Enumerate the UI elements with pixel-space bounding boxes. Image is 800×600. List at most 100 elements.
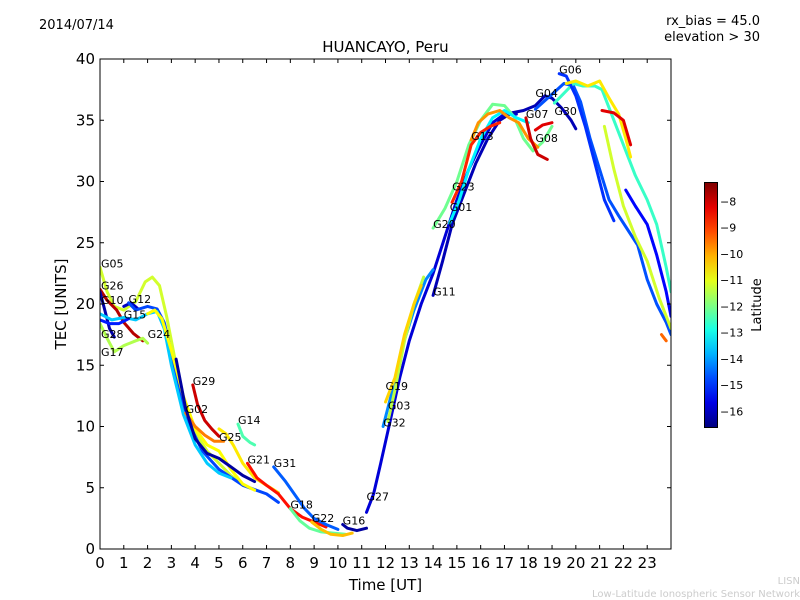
satellite-label: G20 (433, 218, 456, 231)
satellite-label: G28 (101, 328, 124, 341)
series-line-g16 (341, 523, 368, 533)
satellite-label: G10 (101, 294, 124, 307)
y-axis-label: TEC [UNITS] (52, 259, 70, 351)
satellite-label: G30 (554, 105, 577, 118)
series-line-g29 (191, 383, 221, 438)
satellite-label: G23 (452, 180, 475, 193)
x-tick-label: 17 (495, 554, 514, 572)
x-tick-label: 11 (352, 554, 371, 572)
x-tick-label: 3 (167, 554, 177, 572)
series-line-g10 (100, 290, 116, 339)
series-line-g05 (100, 265, 252, 490)
satellite-label: G26 (101, 279, 124, 292)
x-tick-label: 9 (309, 554, 319, 572)
series-line-g17 (100, 317, 131, 326)
footer-org-short: LISN (777, 576, 800, 587)
x-tick-label: 15 (447, 554, 466, 572)
satellite-label: G18 (290, 499, 313, 512)
x-tick-label: 7 (262, 554, 272, 572)
y-tick-label: 30 (76, 173, 95, 191)
satellite-label: G14 (238, 414, 261, 427)
y-tick-label: 15 (76, 356, 95, 374)
series-line-track-36 (602, 124, 671, 330)
series-line-g07 (524, 116, 549, 161)
x-tick-label: 0 (95, 554, 105, 572)
x-tick-label: 12 (376, 554, 395, 572)
x-tick-label: 5 (214, 554, 224, 572)
series-line-g31 (272, 465, 340, 531)
x-tick-label: 13 (400, 554, 419, 572)
satellite-label: G15 (124, 308, 147, 321)
series-line-g26 (100, 287, 145, 343)
series-group (100, 72, 671, 537)
satellite-label: G04 (535, 87, 558, 100)
colorbar-tick-label: −15 (720, 379, 743, 392)
satellite-label: G19 (386, 380, 409, 393)
footer-org-full: Low-Latitude Ionospheric Sensor Network (592, 589, 800, 600)
y-tick-label: 10 (76, 418, 95, 436)
series-line-g15 (122, 301, 140, 311)
satellite-label: G17 (101, 346, 124, 359)
satellite-label: G08 (535, 132, 558, 145)
chart-title: HUANCAYO, Peru (322, 38, 449, 56)
series-line-g08 (533, 121, 554, 132)
satellite-label: G07 (526, 108, 549, 121)
colorbar-tick-label: −16 (720, 405, 743, 418)
satellite-label: G06 (559, 64, 582, 77)
x-tick-label: 10 (328, 554, 347, 572)
satellite-label: G27 (366, 490, 389, 503)
series-line-track-34 (600, 109, 633, 147)
series-line-g27 (365, 112, 518, 514)
satellite-label: G31 (274, 457, 297, 470)
series-line-g06 (557, 72, 616, 223)
colorbar-tick-label: −13 (720, 327, 743, 340)
x-tick-label: 20 (566, 554, 585, 572)
satellite-label: G13 (471, 130, 494, 143)
satellite-label: G05 (101, 257, 124, 270)
x-tick-label: 18 (519, 554, 538, 572)
y-tick-label: 0 (85, 540, 95, 558)
x-tick-label: 14 (424, 554, 443, 572)
x-tick-label: 2 (143, 554, 153, 572)
satellite-label: G21 (248, 453, 271, 466)
satellite-label: G03 (388, 400, 411, 413)
y-tick-label: 5 (85, 479, 95, 497)
x-axis-label: Time [UT] (348, 576, 422, 594)
x-tick-label: 22 (614, 554, 633, 572)
date-label: 2014/07/14 (39, 18, 114, 33)
rx-bias-label: rx_bias = 45.0 (666, 14, 760, 29)
series-line-g30 (552, 82, 671, 294)
series-line-g23 (450, 121, 502, 204)
y-tick-label: 25 (76, 234, 95, 252)
satellite-label: G22 (312, 512, 335, 525)
satellite-label: G12 (129, 293, 152, 306)
x-tick-label: 19 (542, 554, 561, 572)
satellite-label: G24 (148, 328, 171, 341)
x-tick-label: 8 (286, 554, 296, 572)
colorbar-tick-label: −11 (720, 274, 743, 287)
series-line-g04 (533, 82, 671, 337)
series-line-track-33 (564, 79, 633, 159)
y-tick-label: 20 (76, 295, 95, 313)
x-tick-label: 21 (590, 554, 609, 572)
y-tick-label: 35 (76, 111, 95, 129)
series-line-track-11 (174, 357, 257, 484)
series-line-g24 (146, 308, 257, 492)
x-tick-label: 16 (471, 554, 490, 572)
satellite-label: G29 (193, 375, 216, 388)
colorbar-tick-label: −10 (720, 248, 743, 261)
elevation-label: elevation > 30 (664, 30, 760, 45)
colorbar-tick-label: −9 (720, 222, 736, 235)
series-line-g14 (236, 422, 257, 447)
latitude-colorbar (704, 182, 718, 428)
series-line-g22 (310, 520, 354, 537)
satellite-label: G25 (219, 431, 242, 444)
settings-label: rx_bias = 45.0 elevation > 30 (664, 14, 760, 46)
x-tick-label: 6 (238, 554, 248, 572)
series-line-track-7 (100, 322, 150, 354)
satellite-label: G16 (343, 515, 366, 528)
series-line-g02 (184, 411, 226, 443)
satellite-label: G02 (186, 403, 209, 416)
x-tick-label: 4 (190, 554, 200, 572)
